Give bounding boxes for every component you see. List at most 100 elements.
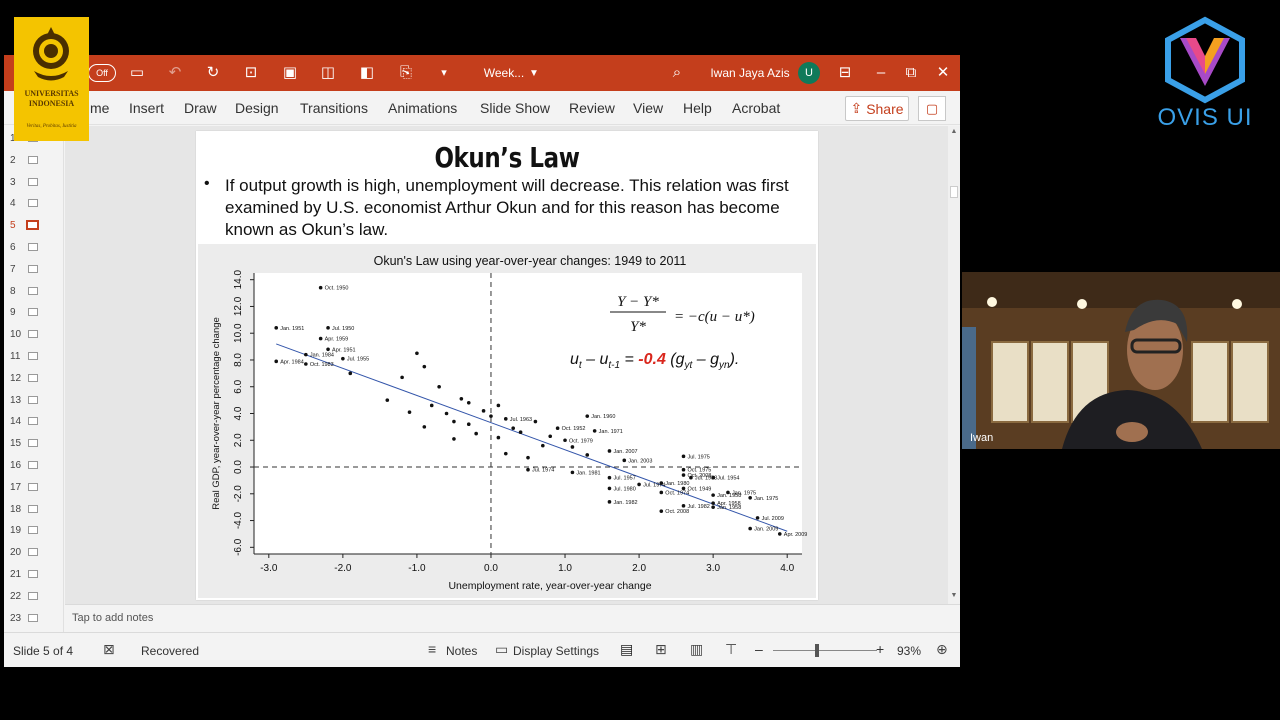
save-icon[interactable]: ▭ (129, 64, 145, 81)
slide-thumbnail[interactable]: 19 (4, 521, 64, 542)
slide-thumbnail-preview[interactable] (28, 613, 38, 622)
normal-view-icon[interactable]: ▤ (620, 641, 634, 657)
slide-thumbnail-preview[interactable] (28, 352, 38, 360)
presenter-video-tile[interactable]: Iwan (962, 272, 1280, 449)
tab-animations[interactable]: Animations (388, 100, 458, 116)
slide-thumbnail-preview[interactable] (28, 286, 38, 295)
redo-icon[interactable]: ↻ (206, 64, 220, 81)
tab-help[interactable]: Help (683, 100, 712, 116)
slide-thumbnail[interactable]: 8 (4, 282, 64, 303)
user-name[interactable]: Iwan Jaya Azis (710, 66, 790, 80)
tab-acrobat[interactable]: Acrobat (732, 100, 781, 116)
slide-thumbnail-preview[interactable] (28, 330, 38, 339)
tab-insert[interactable]: Insert (129, 100, 165, 116)
tab-design[interactable]: Design (235, 100, 279, 116)
comments-button[interactable]: ▢ (918, 96, 946, 121)
slide-thumbnail[interactable]: 21 (4, 565, 64, 586)
restore-icon[interactable]: ⧉ (905, 64, 917, 81)
slide-thumbnail-preview[interactable] (28, 264, 38, 273)
slide-thumbnail[interactable]: 13 (4, 391, 64, 412)
display-settings-button[interactable]: Display Settings (513, 644, 600, 658)
tab-draw[interactable]: Draw (184, 100, 217, 116)
zoom-in-icon[interactable]: + (876, 641, 885, 657)
slide-thumbnail-preview[interactable] (28, 155, 38, 164)
slide-thumbnail-preview[interactable] (28, 417, 38, 426)
slide-thumbnail-preview[interactable] (28, 243, 38, 251)
slide-thumbnail-preview[interactable] (28, 526, 38, 535)
accessibility-icon[interactable]: ⊠ (103, 641, 115, 657)
tab-review[interactable]: Review (569, 100, 615, 116)
slide-thumbnail-preview[interactable] (28, 482, 38, 491)
tab-home[interactable]: me (90, 100, 110, 116)
tab-view[interactable]: View (633, 100, 664, 116)
slide-thumbnail[interactable]: 17 (4, 478, 64, 499)
customize-qat-icon[interactable]: ▾ (441, 67, 447, 79)
slide-thumbnail[interactable]: 4 (4, 194, 64, 215)
user-avatar[interactable]: U (798, 62, 820, 84)
ribbon-display-icon[interactable]: ⊟ (838, 64, 852, 81)
slide-thumbnail[interactable]: 16 (4, 456, 64, 477)
slide-thumbnail-preview[interactable] (28, 439, 38, 448)
undo-icon[interactable]: ↶ (168, 64, 182, 81)
zoom-slider[interactable] (773, 650, 877, 651)
present-icon[interactable]: ⊡ (244, 64, 258, 81)
header-icon[interactable]: ◧ (359, 64, 375, 81)
file-name-chevron-icon[interactable]: ▼ (529, 67, 539, 79)
zoom-slider-thumb[interactable] (815, 644, 819, 657)
slide-thumbnail[interactable]: 14 (4, 412, 64, 433)
scroll-up-icon[interactable]: ▲ (950, 128, 958, 135)
slide-thumbnail[interactable]: 7 (4, 260, 64, 281)
slide-thumbnail-preview[interactable] (28, 570, 38, 578)
tab-slide-show[interactable]: Slide Show (480, 100, 551, 116)
slide-thumbnail-preview[interactable] (28, 461, 38, 469)
slide-thumbnail[interactable]: 18 (4, 500, 64, 521)
scroll-down-icon[interactable]: ▼ (950, 592, 958, 599)
reading-view-icon[interactable]: ▥ (690, 641, 704, 657)
slide-thumbnail-preview[interactable] (28, 373, 38, 382)
notes-icon[interactable]: ≡ (428, 641, 437, 657)
slide-thumbnail[interactable]: 5 (4, 216, 64, 237)
file-name[interactable]: Week... (483, 66, 525, 80)
zoom-out-icon[interactable]: – (755, 641, 763, 657)
vertical-scrollbar[interactable]: ▲ ▼ (948, 126, 960, 604)
slide-thumbnail-preview[interactable] (28, 591, 38, 600)
close-icon[interactable]: ✕ (936, 64, 950, 81)
slide-thumbnail[interactable]: 3 (4, 173, 64, 194)
slide-thumbnail-preview[interactable] (26, 220, 39, 231)
slide-thumbnail[interactable]: 2 (4, 151, 64, 172)
new-slide-icon[interactable]: ◫ (320, 64, 336, 81)
slide-thumbnail-preview[interactable] (28, 395, 38, 404)
paste-icon[interactable]: ⎘ (399, 64, 412, 81)
search-icon[interactable]: ⌕ (672, 64, 682, 81)
slide-sorter-icon[interactable]: ⊞ (655, 641, 667, 657)
fit-to-window-icon[interactable]: ⊕ (936, 641, 948, 657)
notes-button[interactable]: Notes (446, 644, 478, 658)
slide-layout-icon[interactable]: ▣ (282, 64, 298, 81)
slide-thumbnail[interactable]: 6 (4, 238, 64, 259)
slide-thumbnail[interactable]: 23 (4, 609, 64, 630)
slide-thumbnail[interactable]: 9 (4, 303, 64, 324)
x-tick-label: 1.0 (558, 563, 572, 574)
slide-thumbnail-preview[interactable] (28, 308, 38, 317)
slide-thumbnail-preview[interactable] (28, 548, 38, 557)
slideshow-view-icon[interactable]: ⊤ (725, 641, 738, 657)
slide-thumbnail[interactable]: 12 (4, 369, 64, 390)
autosave-toggle[interactable]: Off (88, 64, 116, 82)
slide-thumbnail-pane[interactable]: 1 2 3 4 5 6 7 8 9 10 11 12 13 14 15 16 17 18 19 20 21 22 23 (4, 126, 64, 632)
scroll-thumb[interactable] (950, 186, 958, 198)
minimize-icon[interactable]: – (876, 64, 886, 81)
slide-thumbnail[interactable]: 10 (4, 325, 64, 346)
tab-transitions[interactable]: Transitions (300, 100, 368, 116)
slide-thumbnail-preview[interactable] (28, 504, 38, 513)
slide-thumbnail[interactable]: 11 (4, 347, 64, 368)
share-button[interactable]: ⇪ Share (845, 96, 909, 121)
slide-thumbnail-preview[interactable] (28, 199, 38, 208)
slide-canvas[interactable]: Okun’s Law • If output growth is high, u… (196, 131, 818, 600)
slide-thumbnail-preview[interactable] (28, 177, 38, 186)
zoom-level[interactable]: 93% (897, 644, 922, 658)
slide-thumbnail[interactable]: 22 (4, 587, 64, 608)
slide-thumbnail[interactable]: 20 (4, 543, 64, 564)
slide-thumbnail[interactable]: 15 (4, 434, 64, 455)
display-settings-icon[interactable]: ▭ (495, 641, 509, 657)
notes-pane[interactable]: Tap to add notes (65, 604, 960, 632)
